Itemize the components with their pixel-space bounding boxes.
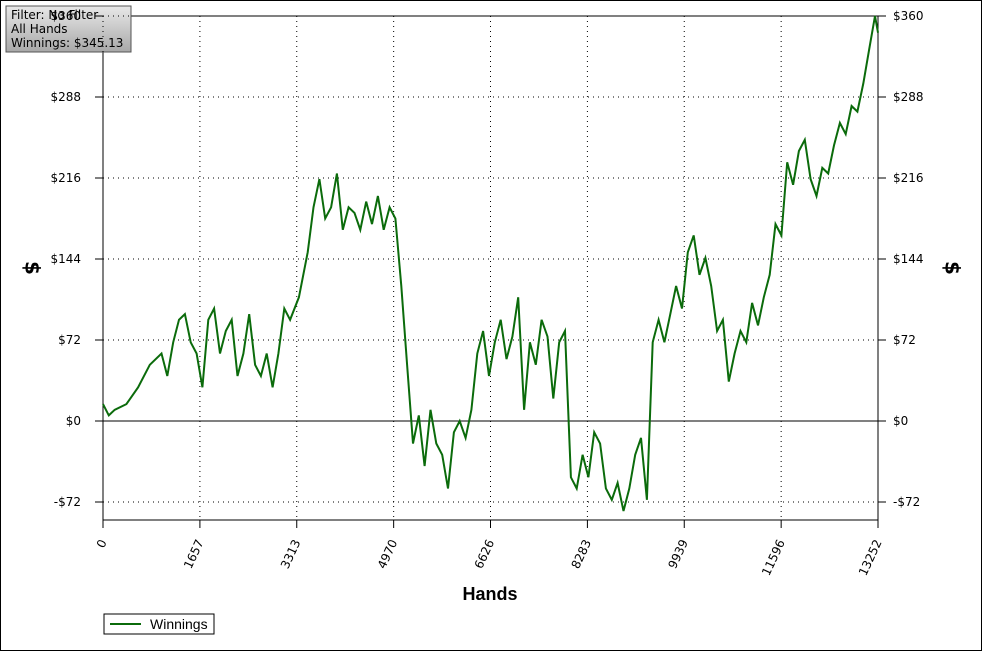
y2-tick-label: $288 — [893, 90, 924, 104]
legend: Winnings — [103, 613, 215, 635]
y2-tick-label: $0 — [893, 414, 908, 428]
y2-tick-label: $216 — [893, 171, 924, 185]
y-tick-label: -$72 — [54, 495, 81, 509]
y-tick-label: $288 — [50, 90, 81, 104]
y-tick-label: $360 — [50, 9, 81, 23]
filter-text: Filter: No Filter — [11, 8, 98, 22]
y2-tick-label: -$72 — [893, 495, 920, 509]
y-axis-label: $ — [21, 261, 45, 275]
y2-tick-label: $144 — [893, 252, 924, 266]
legend-label: Winnings — [150, 616, 208, 632]
y-tick-label: $0 — [66, 414, 81, 428]
y-tick-label: $216 — [50, 171, 81, 185]
y-tick-label: $144 — [50, 252, 81, 266]
y2-axis-label: $ — [941, 261, 965, 275]
y-tick-label: $72 — [58, 333, 81, 347]
legend-box — [103, 613, 215, 635]
y2-tick-label: $360 — [893, 9, 924, 23]
hands-text: All Hands — [11, 22, 68, 36]
y2-tick-label: $72 — [893, 333, 916, 347]
winnings-text: Winnings: $345.13 — [11, 36, 123, 50]
info-box: Filter: No Filter All Hands Winnings: $3… — [5, 5, 132, 53]
x-axis-label: Hands — [462, 584, 517, 604]
series-line — [102, 15, 879, 512]
info-background — [5, 5, 132, 53]
